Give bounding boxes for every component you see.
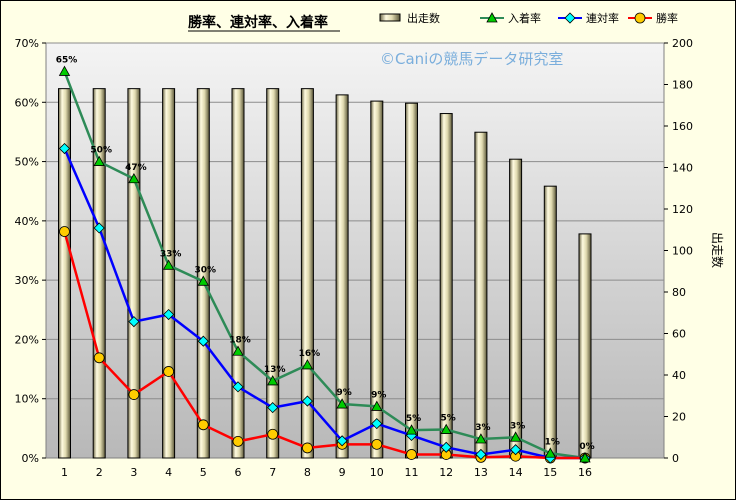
bar-出走数 (232, 89, 244, 458)
y-right-axis-label: 出走数 (710, 232, 725, 268)
watermark: ©Caniの競馬データ研究室 (380, 50, 563, 68)
y-axis-left: 0% 10% 20% 30% 40% 50% 60% 70% (15, 37, 46, 465)
y-left-tick-label: 70% (15, 37, 39, 50)
data-label-入着率: 9% (336, 388, 351, 398)
point-勝率 (60, 227, 70, 237)
point-勝率 (164, 366, 174, 376)
y-left-tick-label: 40% (15, 215, 39, 228)
bar-出走数 (93, 89, 105, 458)
x-tick-label: 11 (405, 466, 419, 479)
x-tick-label: 10 (370, 466, 384, 479)
point-勝率 (268, 429, 278, 439)
point-勝率 (94, 353, 104, 363)
legend-label: 勝率 (656, 11, 678, 25)
y-right-tick-label: 120 (672, 203, 693, 216)
data-label-入着率: 30% (195, 265, 217, 275)
y-right-tick-label: 100 (672, 245, 693, 258)
data-label-入着率: 18% (229, 335, 251, 345)
x-tick-label: 12 (439, 466, 453, 479)
y-left-tick-label: 0% (22, 452, 39, 465)
legend-label: 出走数 (407, 11, 440, 25)
data-label-入着率: 16% (299, 349, 321, 359)
bar-出走数 (510, 159, 522, 458)
x-tick-label: 16 (578, 466, 592, 479)
y-right-tick-label: 60 (672, 328, 686, 341)
x-tick-label: 4 (165, 466, 172, 479)
x-tick-label: 7 (269, 466, 276, 479)
bar-出走数 (579, 234, 591, 458)
x-tick-label: 6 (235, 466, 242, 479)
data-label-入着率: 0% (579, 442, 594, 452)
point-勝率 (407, 449, 417, 459)
x-tick-label: 5 (200, 466, 207, 479)
bar-出走数 (440, 114, 452, 458)
data-label-入着率: 50% (90, 146, 112, 156)
legend-swatch (380, 14, 400, 21)
point-勝率 (198, 420, 208, 430)
y-right-tick-label: 140 (672, 162, 693, 175)
bar-出走数 (163, 89, 175, 458)
point-連対率 (565, 13, 575, 23)
legend-label: 入着率 (508, 11, 541, 25)
x-tick-label: 15 (543, 466, 557, 479)
data-label-入着率: 3% (475, 423, 490, 433)
data-label-入着率: 3% (510, 421, 525, 431)
y-right-tick-label: 160 (672, 120, 693, 133)
y-axis-right: 0 20 40 60 80 100 120 140 160 180 200 (664, 37, 693, 465)
x-tick-label: 13 (474, 466, 488, 479)
legend: 出走数 入着率 連対率 勝率 (380, 11, 678, 25)
y-right-tick-label: 80 (672, 286, 686, 299)
point-勝率 (302, 443, 312, 453)
legend-label: 連対率 (586, 11, 619, 25)
data-label-入着率: 65% (56, 55, 78, 65)
bar-出走数 (128, 89, 140, 458)
y-right-tick-label: 0 (672, 452, 679, 465)
y-left-tick-label: 50% (15, 156, 39, 169)
data-label-入着率: 1% (545, 437, 560, 447)
y-left-tick-label: 30% (15, 274, 39, 287)
bar-出走数 (544, 186, 556, 458)
x-tick-label: 8 (304, 466, 311, 479)
y-right-tick-label: 200 (672, 37, 693, 50)
x-tick-label: 3 (130, 466, 137, 479)
data-label-入着率: 5% (406, 414, 421, 424)
bar-出走数 (406, 103, 418, 458)
y-left-tick-label: 10% (15, 393, 39, 406)
y-right-tick-label: 180 (672, 79, 693, 92)
point-勝率 (372, 439, 382, 449)
bar-出走数 (475, 132, 487, 458)
point-勝率 (129, 390, 139, 400)
point-勝率 (635, 13, 645, 23)
data-label-入着率: 9% (371, 390, 386, 400)
point-勝率 (233, 436, 243, 446)
x-tick-label: 2 (96, 466, 103, 479)
y-left-tick-label: 20% (15, 333, 39, 346)
x-axis: 1 2 3 4 5 6 7 8 9 10 11 12 13 14 15 16 (61, 466, 592, 479)
y-right-tick-label: 40 (672, 369, 686, 382)
x-tick-label: 9 (339, 466, 346, 479)
x-tick-label: 1 (61, 466, 68, 479)
y-right-tick-label: 20 (672, 411, 686, 424)
chart-title: 勝率、連対率、入着率 (188, 14, 328, 31)
data-label-入着率: 33% (160, 249, 182, 259)
x-tick-label: 14 (509, 466, 523, 479)
data-label-入着率: 13% (264, 365, 286, 375)
y-left-tick-label: 60% (15, 96, 39, 109)
data-label-入着率: 5% (441, 414, 456, 424)
data-label-入着率: 47% (125, 163, 147, 173)
